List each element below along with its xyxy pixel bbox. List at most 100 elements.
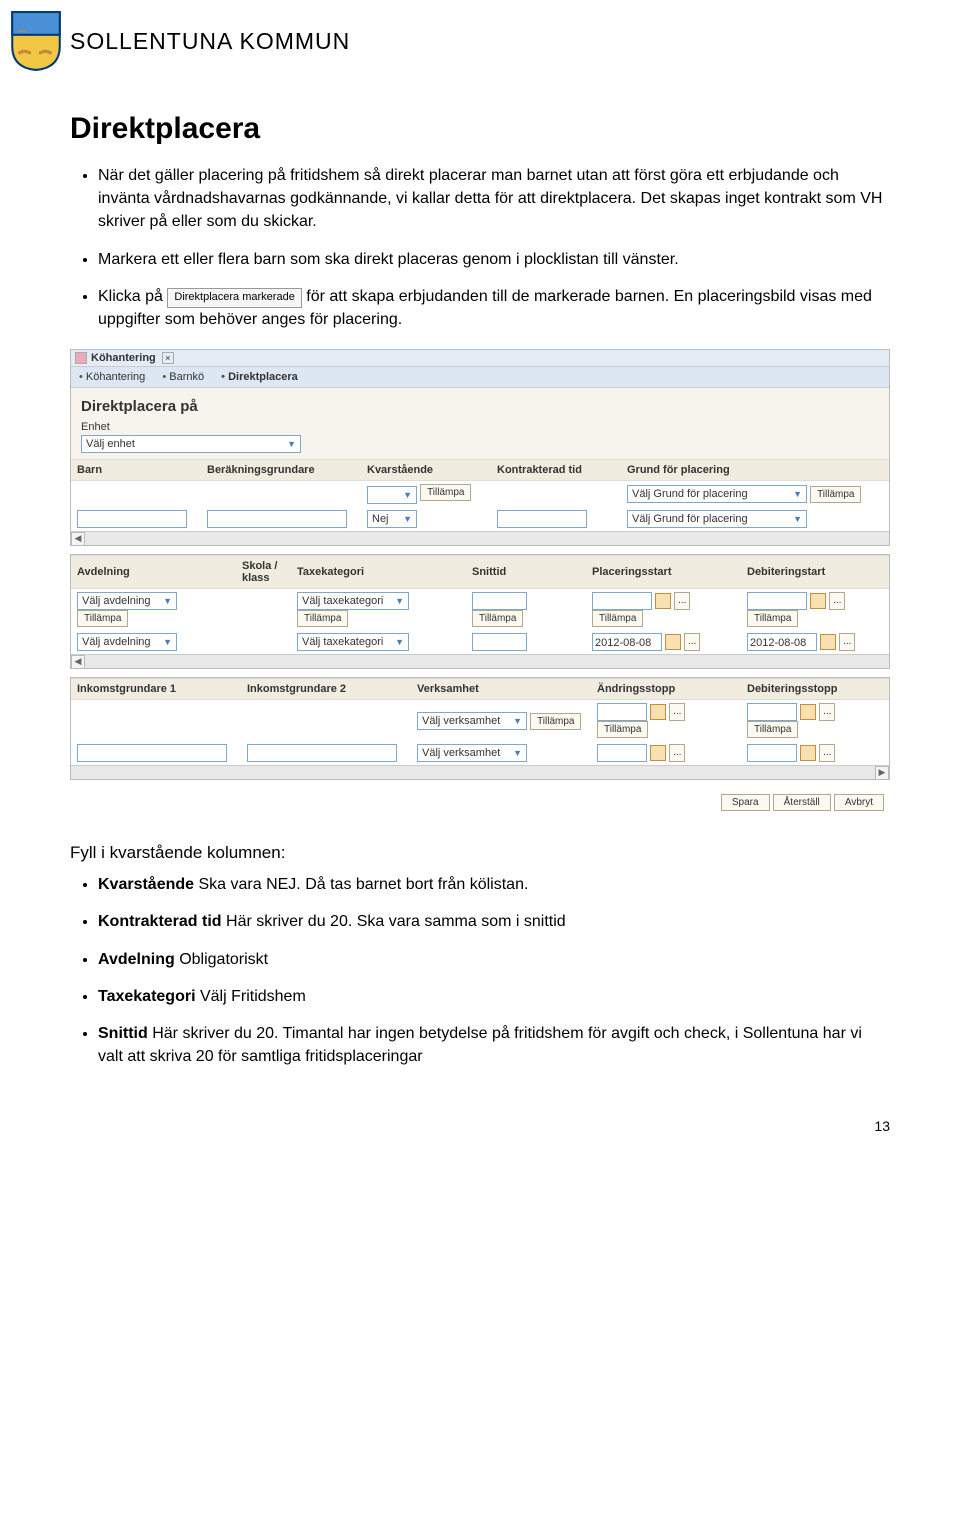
tillampa-button[interactable]: Tillämpa	[747, 610, 798, 627]
placeringsstart-input[interactable]	[592, 592, 652, 610]
chevron-down-icon: ▼	[395, 596, 404, 606]
table-row: ▼ Tillämpa Välj Grund för placering▼ Til…	[71, 481, 889, 508]
snittid-input[interactable]	[472, 592, 527, 610]
avdelning-select[interactable]: Välj avdelning▼	[77, 633, 177, 651]
tillampa-button[interactable]: Tillämpa	[747, 721, 798, 738]
document-header: SOLLENTUNA KOMMUN	[0, 0, 960, 72]
window-tab-bar: Köhantering ×	[71, 350, 889, 367]
andringsstopp-input[interactable]	[597, 703, 647, 721]
chevron-down-icon: ▼	[287, 439, 296, 449]
debiteringsstopp-input[interactable]	[747, 744, 797, 762]
col-header: Snittid	[466, 556, 586, 589]
barn-input[interactable]	[77, 510, 187, 528]
kvarstaende-select[interactable]: Nej▼	[367, 510, 417, 528]
col-header: Debiteringstart	[741, 556, 889, 589]
more-button[interactable]: ...	[819, 703, 835, 721]
tillampa-button[interactable]: Tillämpa	[297, 610, 348, 627]
more-button[interactable]: ...	[684, 633, 700, 651]
snittid-input[interactable]	[472, 633, 527, 651]
direktplacera-markerade-button-inline: Direktplacera markerade	[167, 288, 301, 308]
tillampa-button[interactable]: Tillämpa	[810, 486, 861, 503]
bullet-text: Snittid Här skriver du 20. Timantal har …	[98, 1022, 890, 1068]
chevron-down-icon: ▼	[513, 716, 522, 726]
berakning-input[interactable]	[207, 510, 347, 528]
col-header: Kvarstående	[361, 460, 491, 481]
reset-button[interactable]: Återställ	[773, 794, 831, 811]
col-header: Debiteringsstopp	[741, 679, 889, 700]
col-header: Kontrakterad tid	[491, 460, 621, 481]
calendar-icon[interactable]	[665, 634, 681, 650]
col-header: Beräkningsgrundare	[201, 460, 361, 481]
tillampa-button[interactable]: Tillämpa	[472, 610, 523, 627]
grid-inkomst: Inkomstgrundare 1 Inkomstgrundare 2 Verk…	[71, 678, 889, 765]
tillampa-button[interactable]: Tillämpa	[592, 610, 643, 627]
debiteringstart-input[interactable]: 2012-08-08	[747, 633, 817, 651]
form-title: Direktplacera på	[81, 398, 879, 415]
scroll-left-icon[interactable]: ◀	[71, 532, 85, 546]
kvarstaende-select[interactable]: ▼	[367, 486, 417, 504]
table-row: Välj verksamhet▼ Tillämpa ... Tillämpa .…	[71, 700, 889, 742]
more-button[interactable]: ...	[819, 744, 835, 762]
scroll-left-icon[interactable]: ◀	[71, 655, 85, 669]
tab-app-icon	[75, 352, 87, 364]
more-button[interactable]: ...	[839, 633, 855, 651]
scroll-right-icon[interactable]: ▶	[875, 766, 889, 780]
col-header: Skola / klass	[236, 556, 291, 589]
debiteringsstopp-input[interactable]	[747, 703, 797, 721]
inkomst2-input[interactable]	[247, 744, 397, 762]
tillampa-button[interactable]: Tillämpa	[420, 484, 471, 501]
bullet-text: När det gäller placering på fritidshem s…	[98, 164, 890, 234]
grund-select[interactable]: Välj Grund för placering▼	[627, 485, 807, 503]
calendar-icon[interactable]	[810, 593, 826, 609]
taxekategori-select[interactable]: Välj taxekategori▼	[297, 633, 409, 651]
breadcrumb-item[interactable]: Barnkö	[162, 371, 204, 383]
calendar-icon[interactable]	[800, 704, 816, 720]
save-button[interactable]: Spara	[721, 794, 770, 811]
more-button[interactable]: ...	[669, 703, 685, 721]
tillampa-button[interactable]: Tillämpa	[597, 721, 648, 738]
more-button[interactable]: ...	[669, 744, 685, 762]
col-header: Placeringsstart	[586, 556, 741, 589]
cancel-button[interactable]: Avbryt	[834, 794, 884, 811]
verksamhet-select[interactable]: Välj verksamhet▼	[417, 712, 527, 730]
col-header: Grund för placering	[621, 460, 889, 481]
horizontal-scrollbar[interactable]: ◀	[71, 654, 889, 668]
kontrakterad-tid-input[interactable]	[497, 510, 587, 528]
app-screenshot-2: Avdelning Skola / klass Taxekategori Sni…	[70, 554, 890, 669]
tillampa-button[interactable]: Tillämpa	[77, 610, 128, 627]
verksamhet-select[interactable]: Välj verksamhet▼	[417, 744, 527, 762]
avdelning-select[interactable]: Välj avdelning▼	[77, 592, 177, 610]
placeringsstart-input[interactable]: 2012-08-08	[592, 633, 662, 651]
inkomst1-input[interactable]	[77, 744, 227, 762]
enhet-select[interactable]: Välj enhet▼	[81, 435, 301, 453]
col-header: Barn	[71, 460, 201, 481]
calendar-icon[interactable]	[820, 634, 836, 650]
chevron-down-icon: ▼	[793, 489, 802, 499]
chevron-down-icon: ▼	[403, 490, 412, 500]
tillampa-button[interactable]: Tillämpa	[530, 713, 581, 730]
taxekategori-select[interactable]: Välj taxekategori▼	[297, 592, 409, 610]
close-tab-button[interactable]: ×	[162, 352, 174, 364]
debiteringstart-input[interactable]	[747, 592, 807, 610]
breadcrumb-item[interactable]: Direktplacera	[221, 371, 298, 383]
bullet-text: Klicka på Direktplacera markerade för at…	[98, 285, 890, 331]
more-button[interactable]: ...	[829, 592, 845, 610]
calendar-icon[interactable]	[655, 593, 671, 609]
chevron-down-icon: ▼	[513, 748, 522, 758]
col-header: Verksamhet	[411, 679, 591, 700]
andringsstopp-input[interactable]	[597, 744, 647, 762]
more-button[interactable]: ...	[674, 592, 690, 610]
grund-select[interactable]: Välj Grund för placering▼	[627, 510, 807, 528]
breadcrumb-item[interactable]: Köhantering	[79, 371, 145, 383]
horizontal-scrollbar[interactable]: ▶	[71, 765, 889, 779]
kommun-title: SOLLENTUNA KOMMUN	[70, 28, 350, 55]
calendar-icon[interactable]	[800, 745, 816, 761]
horizontal-scrollbar[interactable]: ◀	[71, 531, 889, 545]
col-header: Avdelning	[71, 556, 236, 589]
breadcrumb: Köhantering Barnkö Direktplacera	[71, 367, 889, 388]
calendar-icon[interactable]	[650, 704, 666, 720]
enhet-label: Enhet	[81, 421, 879, 433]
chevron-down-icon: ▼	[403, 514, 412, 524]
bullet-text: Taxekategori Välj Fritidshem	[98, 985, 890, 1008]
calendar-icon[interactable]	[650, 745, 666, 761]
